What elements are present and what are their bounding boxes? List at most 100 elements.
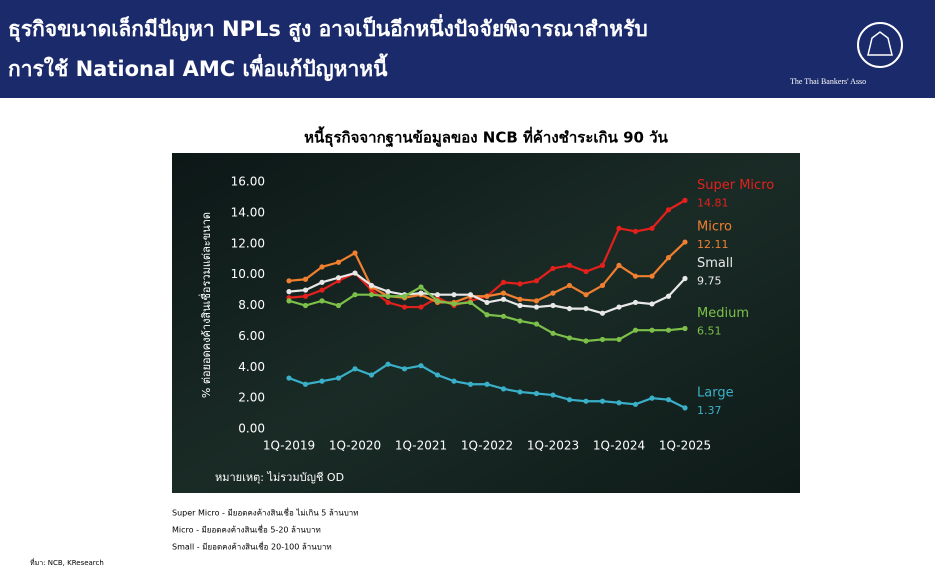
- data-point: [335, 275, 342, 281]
- data-point: [682, 197, 688, 203]
- data-point: [418, 304, 424, 310]
- value-label: 14.81: [697, 196, 729, 209]
- data-point: [319, 298, 325, 304]
- data-point: [302, 287, 309, 293]
- data-point: [484, 381, 490, 387]
- x-tick-label: 1Q-2023: [527, 439, 579, 453]
- data-point: [319, 287, 325, 293]
- data-point: [286, 289, 292, 295]
- data-point: [385, 361, 391, 367]
- data-point: [467, 381, 474, 387]
- data-point: [401, 366, 408, 372]
- data-point: [385, 293, 391, 299]
- data-point: [302, 276, 309, 282]
- data-point: [418, 290, 424, 296]
- data-point: [401, 304, 408, 310]
- data-point: [566, 282, 573, 289]
- data-point: [286, 298, 292, 304]
- data-point: [616, 225, 622, 231]
- data-point: [616, 336, 622, 343]
- y-tick-label: 2.00: [238, 391, 265, 405]
- y-tick-label: 8.00: [238, 298, 265, 312]
- data-point: [451, 292, 457, 298]
- data-point: [649, 395, 655, 401]
- data-point: [401, 293, 408, 299]
- data-point: [352, 292, 358, 298]
- x-tick-label: 1Q-2025: [659, 439, 711, 453]
- data-point: [319, 264, 325, 270]
- data-point: [632, 327, 639, 333]
- data-point: [352, 366, 358, 372]
- data-point: [632, 273, 639, 279]
- data-point: [533, 321, 540, 327]
- data-point: [616, 304, 622, 310]
- data-point: [451, 301, 457, 307]
- data-point: [566, 335, 573, 341]
- data-point: [434, 372, 441, 378]
- data-point: [632, 401, 639, 407]
- data-point: [665, 255, 672, 261]
- data-point: [665, 293, 672, 299]
- x-tick-label: 1Q-2022: [461, 439, 513, 453]
- data-point: [467, 299, 474, 306]
- data-point: [352, 250, 358, 256]
- x-tick-label: 1Q-2021: [395, 439, 447, 453]
- data-point: [500, 313, 507, 319]
- x-tick-label: 1Q-2020: [329, 439, 381, 453]
- data-point: [302, 293, 309, 299]
- data-point: [286, 278, 292, 284]
- header-title: ธุรกิจขนาดเล็กมีปัญหา NPLs สูง อาจเป็นอี…: [8, 13, 648, 43]
- value-label: 1.37: [697, 404, 722, 417]
- data-point: [599, 336, 606, 343]
- data-point: [319, 378, 325, 384]
- data-point: [550, 265, 556, 272]
- data-point: [467, 292, 474, 298]
- data-point: [649, 225, 655, 231]
- data-point: [500, 296, 507, 302]
- data-point: [484, 299, 490, 306]
- data-point: [484, 312, 490, 318]
- data-point: [682, 405, 688, 411]
- value-label: 9.75: [697, 274, 722, 287]
- data-point: [550, 392, 556, 398]
- data-point: [434, 292, 441, 298]
- data-point: [616, 262, 622, 268]
- header-band: [0, 0, 935, 98]
- data-point: [418, 284, 424, 290]
- y-tick-label: 16.00: [231, 175, 265, 189]
- data-point: [583, 292, 589, 298]
- footnote: Small - มียอดคงค้างสินเชื่อ 20-100 ล้านบ…: [172, 541, 332, 552]
- data-point: [649, 327, 655, 333]
- data-point: [302, 302, 309, 309]
- data-point: [418, 363, 424, 369]
- data-point: [319, 279, 325, 285]
- data-point: [682, 239, 688, 245]
- data-point: [649, 301, 655, 307]
- data-point: [665, 327, 672, 333]
- data-point: [632, 228, 639, 234]
- data-point: [665, 397, 672, 403]
- data-point: [500, 290, 507, 296]
- source: ที่มา: NCB, KResearch: [30, 558, 104, 567]
- data-point: [566, 305, 573, 312]
- data-point: [335, 302, 342, 309]
- data-point: [385, 299, 391, 306]
- y-tick-label: 6.00: [238, 329, 265, 343]
- data-point: [517, 318, 523, 324]
- data-point: [368, 282, 375, 289]
- data-point: [599, 398, 606, 404]
- data-point: [599, 262, 606, 268]
- data-point: [550, 302, 556, 309]
- y-tick-label: 10.00: [231, 267, 265, 281]
- data-point: [583, 338, 589, 344]
- data-point: [517, 281, 523, 287]
- data-point: [533, 298, 540, 304]
- data-point: [599, 282, 606, 289]
- data-point: [599, 310, 606, 316]
- data-point: [517, 389, 523, 395]
- data-point: [533, 304, 540, 310]
- value-label: 12.11: [697, 238, 729, 251]
- data-point: [616, 400, 622, 406]
- data-point: [335, 259, 342, 265]
- series-label: Small: [697, 256, 733, 271]
